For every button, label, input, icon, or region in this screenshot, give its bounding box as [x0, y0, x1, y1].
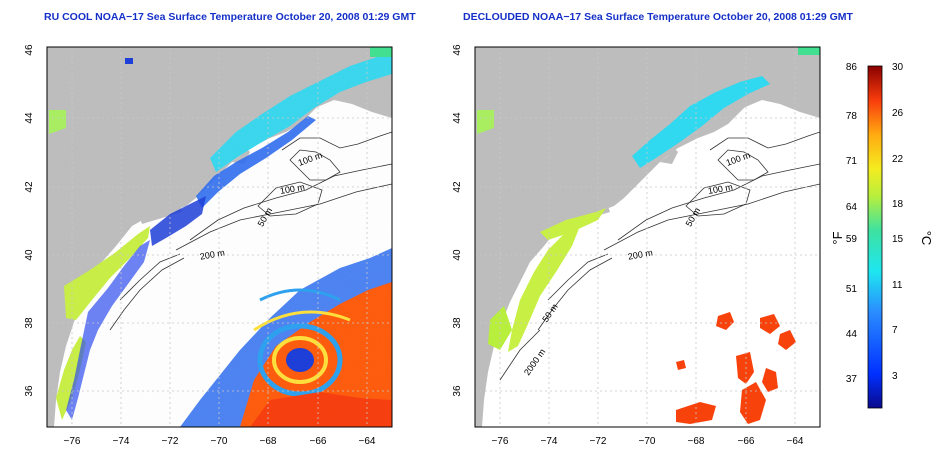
svg-text:46: 46: [452, 44, 463, 56]
svg-text:86: 86: [846, 62, 858, 73]
svg-text:37: 37: [846, 374, 858, 385]
svg-text:44: 44: [452, 112, 463, 124]
svg-text:22: 22: [892, 154, 904, 165]
svg-text:−76: −76: [64, 436, 81, 447]
svg-text:64: 64: [846, 202, 858, 213]
svg-text:−70: −70: [639, 436, 656, 447]
left-map-title: RU COOL NOAA−17 Sea Surface Temperature …: [44, 11, 416, 23]
colorbar-celsius-ticks: 30 26 22 18 15 11 7 3: [892, 62, 904, 382]
svg-text:78: 78: [846, 111, 858, 122]
svg-text:46: 46: [24, 44, 35, 56]
contour-label-200m: 200 m: [199, 247, 225, 261]
contour-label-200m: 200 m: [627, 247, 653, 261]
left-grid: [47, 47, 392, 427]
contour-label-100m: 100 m: [707, 182, 733, 196]
right-map-frame: [474, 46, 821, 428]
bathymetry-contours: [109, 131, 392, 331]
svg-text:11: 11: [892, 280, 903, 291]
svg-text:−74: −74: [541, 436, 558, 447]
svg-text:40: 40: [24, 249, 35, 261]
svg-text:30: 30: [892, 62, 904, 73]
colorbar-gradient: [867, 65, 883, 409]
svg-text:51: 51: [846, 284, 858, 295]
contour-label-100m: 100 m: [279, 182, 305, 196]
svg-text:−72: −72: [590, 436, 607, 447]
temperature-colorbar: 86 78 71 64 59 51 44 37 30 26 22 18 15 1…: [830, 62, 934, 409]
svg-text:42: 42: [452, 181, 463, 193]
svg-text:38: 38: [452, 317, 463, 329]
svg-text:−64: −64: [787, 436, 804, 447]
svg-text:44: 44: [24, 112, 35, 124]
svg-text:18: 18: [892, 199, 904, 210]
left-map-panel: 100 m 100 m 50 m 200 m −76 −74 −72 −70 −…: [24, 44, 393, 447]
svg-text:3: 3: [892, 371, 898, 382]
svg-text:38: 38: [24, 317, 35, 329]
right-map-panel: 100 m 100 m 50 m 200 m 50 m 2000 m −76 −…: [452, 44, 821, 447]
svg-text:7: 7: [892, 325, 898, 336]
svg-text:36: 36: [452, 385, 463, 397]
right-y-axis: 36 38 40 42 44 46: [452, 44, 463, 397]
svg-text:−64: −64: [359, 436, 376, 447]
svg-text:−66: −66: [310, 436, 327, 447]
svg-text:71: 71: [846, 156, 858, 167]
svg-text:−70: −70: [211, 436, 228, 447]
colorbar-celsius-label: °C: [919, 231, 934, 246]
land-mass: [475, 47, 820, 427]
svg-text:59: 59: [846, 234, 858, 245]
right-x-axis: −76 −74 −72 −70 −68 −66 −64: [492, 436, 804, 447]
svg-text:−66: −66: [738, 436, 755, 447]
left-x-axis: −76 −74 −72 −70 −68 −66 −64: [64, 436, 376, 447]
right-map-title: DECLOUDED NOAA−17 Sea Surface Temperatur…: [463, 11, 853, 23]
svg-text:15: 15: [892, 234, 904, 245]
svg-text:36: 36: [24, 385, 35, 397]
svg-text:−74: −74: [113, 436, 130, 447]
left-map-frame: [46, 46, 393, 428]
svg-text:44: 44: [846, 329, 858, 340]
svg-text:−68: −68: [688, 436, 705, 447]
svg-text:42: 42: [24, 181, 35, 193]
svg-text:40: 40: [452, 249, 463, 261]
svg-text:26: 26: [892, 108, 904, 119]
colorbar-fahrenheit-ticks: 86 78 71 64 59 51 44 37: [846, 62, 858, 385]
svg-text:−68: −68: [260, 436, 277, 447]
svg-text:−72: −72: [162, 436, 179, 447]
svg-text:−76: −76: [492, 436, 509, 447]
right-grid: [475, 47, 820, 427]
colorbar-fahrenheit-label: °F: [830, 231, 845, 244]
left-y-axis: 36 38 40 42 44 46: [24, 44, 35, 397]
